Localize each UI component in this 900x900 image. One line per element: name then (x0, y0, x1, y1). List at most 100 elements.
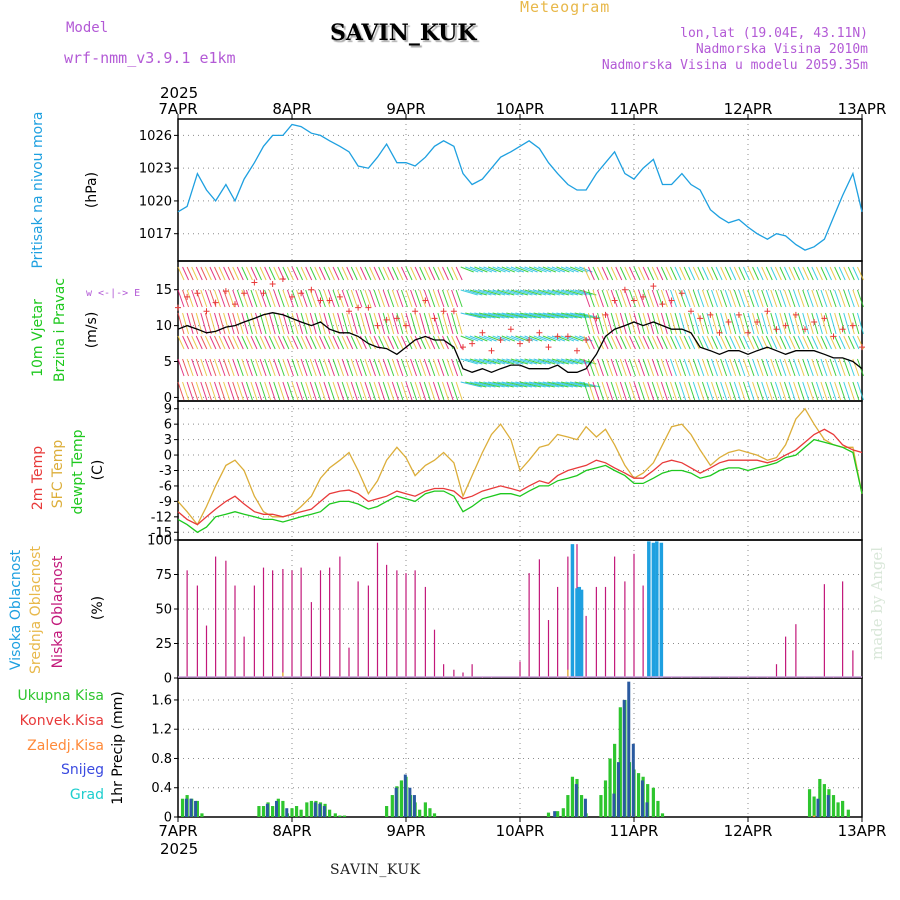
wind-arrow (592, 381, 600, 401)
gust-marker (764, 308, 771, 315)
wind-arrow (784, 266, 791, 281)
wind-arrow (742, 335, 750, 350)
wind-arrow (186, 266, 194, 281)
wind-arrow (542, 358, 560, 365)
wind-arrow (519, 312, 542, 319)
wind-arrow (309, 335, 317, 350)
precip-snow-bar (184, 798, 188, 817)
wind-arrow (223, 381, 231, 401)
wind-arrow (547, 312, 569, 319)
wind-arrow (592, 289, 600, 308)
wind-arrow (369, 358, 376, 377)
wind-arrow (733, 335, 741, 350)
wind-arrow (633, 289, 641, 308)
wind-arrow (615, 312, 623, 335)
wind-arrow (793, 381, 801, 401)
wind-arrow (697, 381, 705, 401)
cloud-low-bar (624, 581, 626, 678)
wind-arrow (547, 335, 561, 342)
wind-arrow (624, 335, 632, 350)
wind-arrow (286, 266, 294, 281)
wind-arrow (177, 312, 185, 335)
wind-arrow (264, 358, 272, 377)
wind-arrow (815, 266, 823, 281)
wind-arrow (487, 266, 502, 273)
wind-compass-legend: w <-|-> E (86, 288, 140, 299)
wind-arrow (497, 381, 519, 388)
gust-marker (450, 308, 457, 315)
gust-marker (440, 308, 447, 315)
wind-arrow (529, 381, 551, 388)
wind-arrow (533, 358, 551, 365)
wind-arrow (670, 289, 677, 308)
wind-arrow (642, 381, 650, 401)
precip-snow-bar (583, 798, 587, 817)
wind-arrow (665, 358, 673, 377)
wind-arrow (501, 289, 519, 296)
temp-unit-label: (C) (90, 460, 106, 481)
wind-arrow (451, 312, 459, 335)
wind-arrow (793, 358, 801, 377)
wind-arrow (291, 312, 299, 335)
wind-arrow (533, 335, 547, 342)
x-tick-label-bottom: 11APR (610, 822, 659, 840)
precip-unit-label: 1hr Precip (mm) (110, 691, 126, 804)
wind-arrow (373, 358, 381, 377)
precip-total-bar (841, 800, 845, 817)
wind-arrow (683, 381, 691, 401)
wind-arrow (856, 289, 864, 308)
gust-marker (460, 344, 466, 351)
wind-arrow (236, 266, 244, 281)
wind-arrow (332, 381, 340, 401)
wind-arrow (204, 312, 212, 335)
precip-total-bar (281, 800, 285, 817)
wind-arrow (538, 358, 556, 365)
wind-arrow (296, 335, 304, 350)
gust-marker (583, 336, 590, 343)
wind-arrow (542, 381, 564, 388)
cloud-mid-bar (282, 672, 284, 678)
wind-arrow (711, 335, 718, 350)
wind-arrow (793, 289, 801, 308)
wind-arrow (628, 381, 636, 401)
wind-arrow (387, 266, 395, 281)
wind-arrow (660, 381, 668, 401)
wind-arrow (852, 335, 860, 350)
wind-arrow (524, 266, 538, 273)
wind-arrow (733, 358, 741, 377)
wind-arrow (286, 358, 294, 377)
gust-marker (859, 344, 865, 351)
wind-arrow (332, 335, 340, 350)
wind-arrow (560, 358, 579, 365)
wind-arrow (200, 381, 208, 401)
wind-arrow (797, 381, 805, 401)
gust-marker (716, 329, 723, 336)
wind-arrow (442, 289, 449, 308)
gust-marker (640, 293, 647, 300)
wind-arrow (487, 312, 510, 319)
precip-snow-bar (318, 803, 322, 817)
y-tick-label: 100 (147, 534, 172, 549)
wind-arrow (701, 381, 709, 401)
wind-arrow (825, 381, 832, 401)
precip-total-bar (305, 802, 309, 817)
wind-arrow (683, 312, 691, 335)
wind-arrow (460, 312, 482, 319)
precip-total-bar (333, 813, 337, 817)
gust-marker (802, 326, 808, 333)
wind-unit-label: (m/s) (84, 312, 100, 349)
wind-arrow (752, 335, 760, 350)
wind-arrow (674, 335, 682, 350)
wind-arrow (396, 289, 404, 308)
wind-arrow (323, 381, 331, 401)
legend-snijeg: Snijeg (61, 762, 104, 778)
precip-total-bar (299, 809, 303, 817)
wind-arrow (419, 266, 427, 281)
wind-arrow (533, 266, 547, 273)
wind-arrow (497, 266, 511, 273)
wind-arrow (341, 358, 349, 377)
cloud-high-bar (659, 542, 664, 678)
wind-arrow (442, 335, 449, 350)
precip-total-bar (418, 809, 422, 817)
wind-arrow (387, 381, 395, 401)
